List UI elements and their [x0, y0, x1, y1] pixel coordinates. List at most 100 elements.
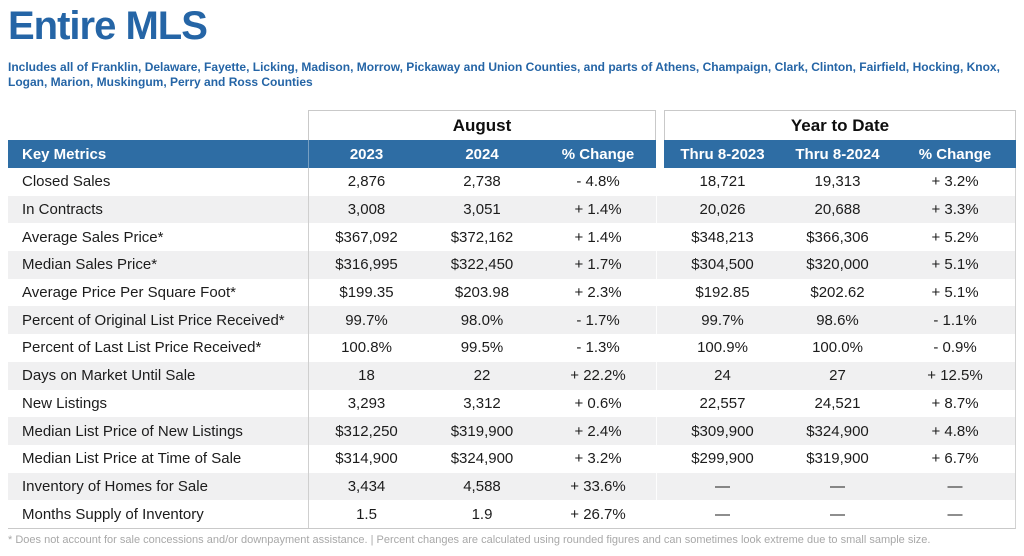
column-header-aug-change: % Change — [540, 140, 656, 168]
aug-2023-value: $312,250 — [308, 417, 424, 445]
aug-2024-value: 2,738 — [463, 173, 501, 191]
section-gap — [656, 472, 664, 501]
ytd-2024-value: 27 — [829, 367, 846, 385]
aug-2023-value: 1.5 — [308, 500, 424, 528]
table-row: Median List Price at Time of Sale $314,9… — [8, 444, 1015, 473]
metric-label: Days on Market Until Sale — [22, 367, 196, 385]
table-row: New Listings 3,293 3,312 + 0.6% 22,557 2… — [8, 389, 1015, 418]
table-row: Percent of Last List Price Received* 100… — [8, 334, 1015, 362]
column-header-key-metrics: Key Metrics — [8, 140, 308, 168]
section-gap — [656, 361, 664, 390]
column-header-aug-2024: 2024 — [424, 140, 540, 168]
aug-change-value: + 33.6% — [570, 477, 626, 495]
metric-label: Average Price Per Square Foot* — [22, 284, 237, 302]
aug-change-value: + 2.4% — [574, 422, 622, 440]
section-gap — [656, 278, 664, 307]
ytd-2024-value: $202.62 — [810, 284, 865, 302]
table-row: Median List Price of New Listings $312,2… — [8, 417, 1015, 445]
aug-change-value: - 4.8% — [576, 173, 620, 191]
metric-label: Inventory of Homes for Sale — [22, 477, 208, 495]
aug-change-value: + 1.7% — [574, 256, 622, 274]
aug-2023-value: 100.8% — [308, 334, 424, 362]
aug-2024-value: $322,450 — [450, 256, 514, 274]
aug-change-value: + 1.4% — [574, 201, 622, 219]
metric-label: Median List Price of New Listings — [22, 422, 243, 440]
group-header-row: August Year to Date — [8, 110, 1016, 140]
group-header-spacer — [8, 110, 308, 140]
column-header-ytd-2023: Thru 8-2023 — [664, 140, 781, 168]
ytd-2024-value: $320,000 — [806, 256, 869, 274]
ytd-2024-value: 19,313 — [814, 173, 861, 191]
section-gap — [656, 334, 664, 362]
aug-2023-value: 99.7% — [308, 306, 424, 335]
aug-2024-value: $372,162 — [450, 228, 514, 246]
ytd-2024-value: $366,306 — [806, 228, 869, 246]
ytd-2023-value: $192.85 — [695, 284, 750, 302]
ytd-change-value: + 5.2% — [931, 228, 979, 246]
aug-change-value: + 3.2% — [574, 450, 622, 468]
ytd-2024-value: 100.0% — [812, 339, 863, 357]
table-row: Days on Market Until Sale 18 22 + 22.2% … — [8, 361, 1015, 390]
ytd-2024-value: — — [830, 505, 845, 523]
section-gap — [656, 417, 664, 445]
aug-2023-value: 18 — [308, 361, 424, 390]
ytd-2023-value: 18,721 — [699, 173, 746, 191]
table-row: In Contracts 3,008 3,051 + 1.4% 20,026 2… — [8, 195, 1015, 224]
section-gap — [656, 195, 664, 224]
section-gap — [656, 110, 664, 140]
aug-2024-value: 98.0% — [460, 311, 504, 329]
ytd-change-value: + 5.1% — [931, 284, 979, 302]
section-gap — [656, 251, 664, 279]
section-gap — [656, 500, 664, 528]
section-gap — [656, 140, 664, 168]
ytd-2024-value: $324,900 — [806, 422, 869, 440]
aug-2023-value: $199.35 — [308, 278, 424, 307]
metric-label: New Listings — [22, 394, 108, 412]
ytd-2023-value: 99.7% — [701, 311, 744, 329]
page-title: Entire MLS — [8, 4, 208, 48]
metric-label: Closed Sales — [22, 173, 111, 191]
aug-2023-value: 3,293 — [308, 389, 424, 418]
ytd-change-value: - 0.9% — [933, 339, 977, 357]
ytd-change-value: + 6.7% — [931, 450, 979, 468]
ytd-2023-value: 100.9% — [697, 339, 748, 357]
aug-2024-value: 99.5% — [460, 339, 504, 357]
aug-2024-value: 1.9 — [471, 505, 493, 523]
ytd-change-value: + 3.3% — [931, 201, 979, 219]
metric-label: Percent of Original List Price Received* — [22, 311, 285, 329]
section-gap — [656, 444, 664, 473]
ytd-2023-value: 24 — [714, 367, 731, 385]
table-row: Closed Sales 2,876 2,738 - 4.8% 18,721 1… — [8, 168, 1015, 196]
ytd-2023-value: 22,557 — [699, 394, 746, 412]
footnote: * Does not account for sale concessions … — [8, 534, 931, 546]
ytd-change-value: + 3.2% — [931, 173, 979, 191]
column-header-aug-2023: 2023 — [308, 140, 424, 168]
aug-2023-value: $316,995 — [308, 251, 424, 279]
group-header-august: August — [308, 110, 656, 140]
section-gap — [656, 389, 664, 418]
metric-label: Median List Price at Time of Sale — [22, 450, 242, 468]
ytd-change-value: — — [947, 505, 963, 523]
table-row: Average Price Per Square Foot* $199.35 $… — [8, 278, 1015, 307]
metric-label: Average Sales Price* — [22, 228, 164, 246]
aug-2024-value: $203.98 — [454, 284, 510, 302]
group-header-year-to-date: Year to Date — [664, 110, 1016, 140]
ytd-2023-value: $309,900 — [691, 422, 754, 440]
table-body: Closed Sales 2,876 2,738 - 4.8% 18,721 1… — [8, 168, 1016, 529]
aug-2024-value: 3,051 — [463, 201, 501, 219]
page-subtitle: Includes all of Franklin, Delaware, Faye… — [8, 60, 1000, 89]
ytd-2023-value: $304,500 — [691, 256, 754, 274]
aug-2024-value: 3,312 — [463, 394, 501, 412]
aug-2023-value: $314,900 — [308, 444, 424, 473]
ytd-change-value: + 5.1% — [931, 256, 979, 274]
aug-2024-value: $324,900 — [450, 450, 514, 468]
column-header-row: Key Metrics 2023 2024 % Change Thru 8-20… — [8, 140, 1016, 168]
metric-label: Percent of Last List Price Received* — [22, 339, 262, 357]
column-header-ytd-change: % Change — [894, 140, 1016, 168]
ytd-change-value: - 1.1% — [933, 311, 977, 329]
table-row: Inventory of Homes for Sale 3,434 4,588 … — [8, 472, 1015, 501]
aug-2023-value: 2,876 — [308, 168, 424, 196]
table-row: Average Sales Price* $367,092 $372,162 +… — [8, 223, 1015, 252]
ytd-change-value: — — [947, 477, 963, 495]
